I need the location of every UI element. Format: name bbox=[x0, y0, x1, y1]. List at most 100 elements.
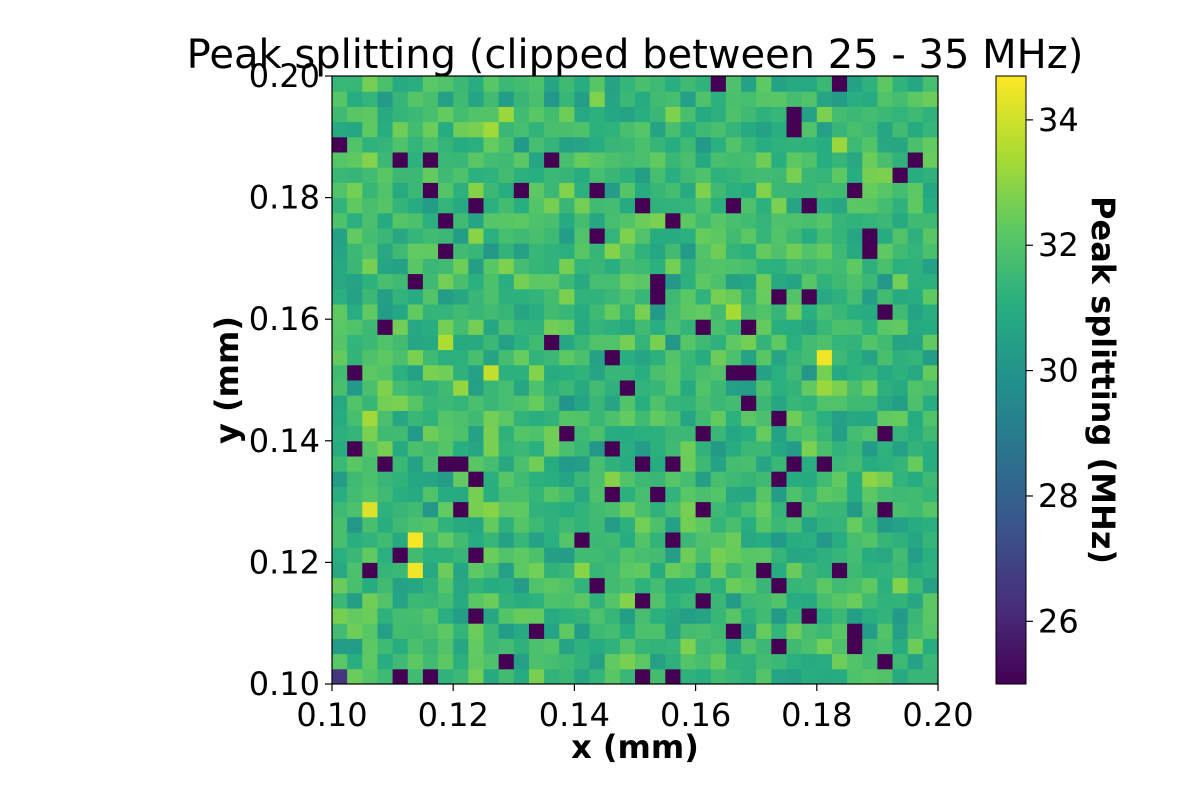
heatmap-cell bbox=[635, 592, 651, 609]
heatmap-cell bbox=[468, 121, 484, 138]
heatmap-cell bbox=[756, 319, 772, 335]
heatmap-cell bbox=[589, 228, 606, 244]
heatmap-cell bbox=[771, 106, 787, 123]
heatmap-cell bbox=[862, 319, 878, 335]
heatmap-cell bbox=[862, 228, 878, 244]
heatmap-cell bbox=[831, 486, 848, 503]
heatmap-cell bbox=[725, 395, 742, 411]
heatmap-cell bbox=[771, 562, 787, 579]
heatmap-cell bbox=[392, 623, 409, 639]
heatmap-cell bbox=[847, 668, 863, 685]
heatmap-cell bbox=[362, 623, 378, 639]
heatmap-cell bbox=[377, 562, 394, 579]
heatmap-cell bbox=[650, 456, 666, 472]
heatmap-cell bbox=[756, 121, 772, 138]
y-tick-label: 0.10 bbox=[249, 665, 320, 703]
heatmap-cell bbox=[801, 197, 818, 214]
heatmap-cell bbox=[680, 577, 697, 594]
heatmap-cell bbox=[756, 243, 772, 259]
heatmap-cell bbox=[650, 197, 666, 214]
heatmap-cell bbox=[862, 592, 878, 609]
heatmap-cell bbox=[877, 243, 894, 259]
heatmap-cell bbox=[619, 273, 636, 290]
heatmap-cell bbox=[756, 592, 772, 609]
heatmap-cell bbox=[710, 91, 727, 107]
heatmap-cell bbox=[347, 121, 363, 138]
heatmap-cell bbox=[468, 608, 484, 624]
heatmap-cell bbox=[862, 395, 878, 411]
heatmap-cell bbox=[816, 410, 833, 427]
heatmap-cell bbox=[362, 152, 378, 168]
heatmap-cell bbox=[816, 516, 833, 533]
heatmap-cell bbox=[619, 304, 636, 320]
heatmap-cell bbox=[892, 121, 909, 138]
heatmap-cell bbox=[816, 577, 833, 594]
heatmap-cell bbox=[362, 288, 378, 305]
heatmap-cell bbox=[877, 197, 894, 214]
heatmap-cell bbox=[756, 668, 772, 685]
heatmap-cell bbox=[756, 212, 772, 229]
heatmap-cell bbox=[544, 334, 560, 351]
heatmap-cell bbox=[483, 532, 500, 548]
heatmap-cell bbox=[377, 410, 394, 427]
heatmap-cell bbox=[756, 623, 772, 639]
heatmap-cell bbox=[438, 212, 454, 229]
heatmap-cell bbox=[544, 76, 560, 92]
heatmap-cell bbox=[619, 638, 636, 655]
heatmap-cell bbox=[619, 668, 636, 685]
heatmap-cell bbox=[892, 364, 909, 381]
heatmap-cell bbox=[877, 380, 894, 396]
heatmap-cell bbox=[468, 592, 484, 609]
heatmap-cell bbox=[650, 364, 666, 381]
heatmap-cell bbox=[392, 456, 409, 472]
heatmap-cell bbox=[407, 334, 424, 351]
heatmap-cell bbox=[816, 623, 833, 639]
heatmap-cell bbox=[619, 471, 636, 487]
heatmap-cell bbox=[438, 592, 454, 609]
heatmap-cell bbox=[468, 334, 484, 351]
heatmap-cell bbox=[907, 243, 924, 259]
heatmap-cell bbox=[453, 76, 469, 92]
heatmap-cell bbox=[438, 577, 454, 594]
heatmap-cell bbox=[362, 456, 378, 472]
heatmap-cell bbox=[498, 501, 515, 518]
heatmap-cell bbox=[680, 456, 697, 472]
heatmap-cell bbox=[589, 304, 606, 320]
heatmap-cell bbox=[362, 638, 378, 655]
heatmap-cell bbox=[407, 364, 424, 381]
heatmap-cell bbox=[695, 334, 712, 351]
heatmap-cell bbox=[513, 380, 530, 396]
heatmap-cell bbox=[392, 349, 409, 366]
heatmap-cell bbox=[756, 288, 772, 305]
heatmap-cell bbox=[574, 592, 591, 609]
heatmap-cell bbox=[483, 167, 500, 183]
heatmap-cells bbox=[332, 76, 939, 685]
heatmap-cell bbox=[801, 562, 818, 579]
heatmap-cell bbox=[816, 76, 833, 92]
heatmap-cell bbox=[498, 91, 515, 107]
heatmap-cell bbox=[756, 425, 772, 442]
heatmap-cell bbox=[922, 121, 939, 138]
heatmap-cell bbox=[665, 273, 681, 290]
heatmap-cell bbox=[332, 304, 348, 320]
heatmap-cell bbox=[422, 410, 439, 427]
heatmap-cell bbox=[332, 425, 348, 442]
heatmap-cell bbox=[498, 592, 515, 609]
heatmap-cell bbox=[574, 197, 591, 214]
heatmap-cell bbox=[589, 547, 606, 563]
heatmap-cell bbox=[877, 258, 894, 275]
heatmap-cell bbox=[922, 273, 939, 290]
heatmap-cell bbox=[362, 349, 378, 366]
heatmap-cell bbox=[665, 410, 681, 427]
heatmap-cell bbox=[710, 258, 727, 275]
heatmap-cell bbox=[332, 167, 348, 183]
heatmap-cell bbox=[907, 304, 924, 320]
heatmap-cell bbox=[544, 349, 560, 366]
heatmap-cell bbox=[695, 106, 712, 123]
heatmap-cell bbox=[528, 136, 545, 153]
heatmap-cell bbox=[438, 395, 454, 411]
heatmap-cell bbox=[362, 486, 378, 503]
heatmap-cell bbox=[347, 425, 363, 442]
heatmap-cell bbox=[877, 228, 894, 244]
heatmap-cell bbox=[559, 349, 575, 366]
